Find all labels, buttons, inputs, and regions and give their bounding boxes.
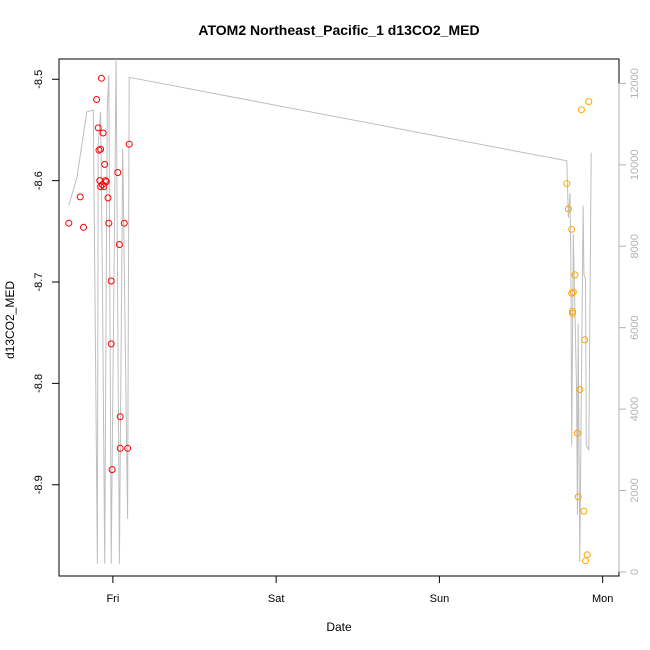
data-point-series-1 bbox=[94, 124, 102, 132]
data-point-series-1 bbox=[97, 145, 105, 153]
points-layer bbox=[65, 74, 593, 565]
x-tick-label: Mon bbox=[592, 593, 613, 605]
y2-tick-label: 4000 bbox=[629, 397, 641, 421]
y-tick-label: -8.9 bbox=[33, 475, 45, 494]
data-point-series-1 bbox=[65, 219, 73, 227]
x-axis: Fri Sat Sun Mon bbox=[106, 575, 613, 605]
data-point-series-1 bbox=[102, 178, 110, 186]
data-point-series-1 bbox=[108, 466, 116, 474]
data-point-series-2 bbox=[569, 309, 576, 317]
data-point-series-2 bbox=[564, 205, 572, 213]
x-axis-label: Date bbox=[326, 620, 352, 634]
line-series bbox=[68, 58, 592, 564]
data-point-series-2 bbox=[569, 288, 577, 296]
right-axis: 0 2000 4000 6000 8000 10000 12000 bbox=[618, 68, 641, 575]
data-point-series-1 bbox=[115, 241, 123, 248]
data-point-series-2 bbox=[576, 386, 584, 393]
data-point-series-2 bbox=[573, 429, 581, 437]
data-point-series-2 bbox=[569, 307, 576, 315]
y-tick-label: -8.7 bbox=[33, 273, 45, 292]
y-tick-label: -8.8 bbox=[33, 374, 45, 393]
x-tick-label: Fri bbox=[106, 593, 119, 605]
x-tick-label: Sun bbox=[430, 593, 450, 605]
data-point-series-2 bbox=[563, 180, 571, 188]
data-point-series-1 bbox=[124, 444, 132, 452]
y2-tick-label: 6000 bbox=[629, 315, 641, 339]
y-tick-label: -8.5 bbox=[33, 70, 45, 89]
data-point-series-1 bbox=[114, 169, 122, 176]
data-point-series-1 bbox=[101, 160, 109, 168]
data-point-series-1 bbox=[93, 96, 101, 103]
data-point-series-1 bbox=[107, 277, 115, 285]
data-point-series-1 bbox=[80, 223, 87, 231]
data-point-series-1 bbox=[116, 444, 124, 452]
line-layer bbox=[68, 58, 592, 564]
data-point-series-2 bbox=[574, 493, 582, 501]
data-point-series-1 bbox=[97, 74, 105, 82]
data-point-series-1 bbox=[76, 193, 84, 201]
y2-tick-label: 10000 bbox=[629, 150, 641, 181]
y2-tick-label: 2000 bbox=[629, 478, 641, 502]
y-axis-label: d13CO2_MED bbox=[3, 281, 17, 359]
data-point-series-1 bbox=[120, 219, 128, 227]
data-point-series-2 bbox=[568, 225, 576, 233]
data-point-series-2 bbox=[583, 551, 591, 559]
data-point-series-2 bbox=[582, 557, 589, 565]
data-point-series-2 bbox=[568, 289, 576, 297]
data-point-series-1 bbox=[99, 129, 107, 137]
data-point-series-2 bbox=[571, 271, 579, 279]
data-point-series-2 bbox=[585, 98, 593, 106]
x-tick-label: Sat bbox=[268, 593, 285, 605]
y2-tick-label: 8000 bbox=[629, 234, 641, 258]
data-point-series-1 bbox=[102, 177, 109, 185]
data-point-series-1 bbox=[97, 183, 105, 191]
data-point-series-2 bbox=[580, 507, 588, 515]
y2-tick-label: 12000 bbox=[629, 68, 641, 99]
data-point-series-2 bbox=[577, 106, 585, 114]
y-axis: -8.9 -8.8 -8.7 -8.6 -8.5 bbox=[33, 70, 60, 494]
data-point-series-1 bbox=[116, 413, 124, 421]
data-point-series-2 bbox=[581, 336, 589, 344]
data-point-series-1 bbox=[104, 194, 112, 202]
data-point-series-1 bbox=[95, 146, 103, 154]
data-point-series-1 bbox=[105, 219, 113, 227]
chart-title: ATOM2 Northeast_Pacific_1 d13CO2_MED bbox=[198, 22, 479, 38]
y-tick-label: -8.6 bbox=[33, 171, 45, 190]
y2-tick-label: 0 bbox=[629, 569, 641, 575]
data-point-series-1 bbox=[107, 340, 115, 348]
data-point-series-1 bbox=[125, 140, 133, 148]
